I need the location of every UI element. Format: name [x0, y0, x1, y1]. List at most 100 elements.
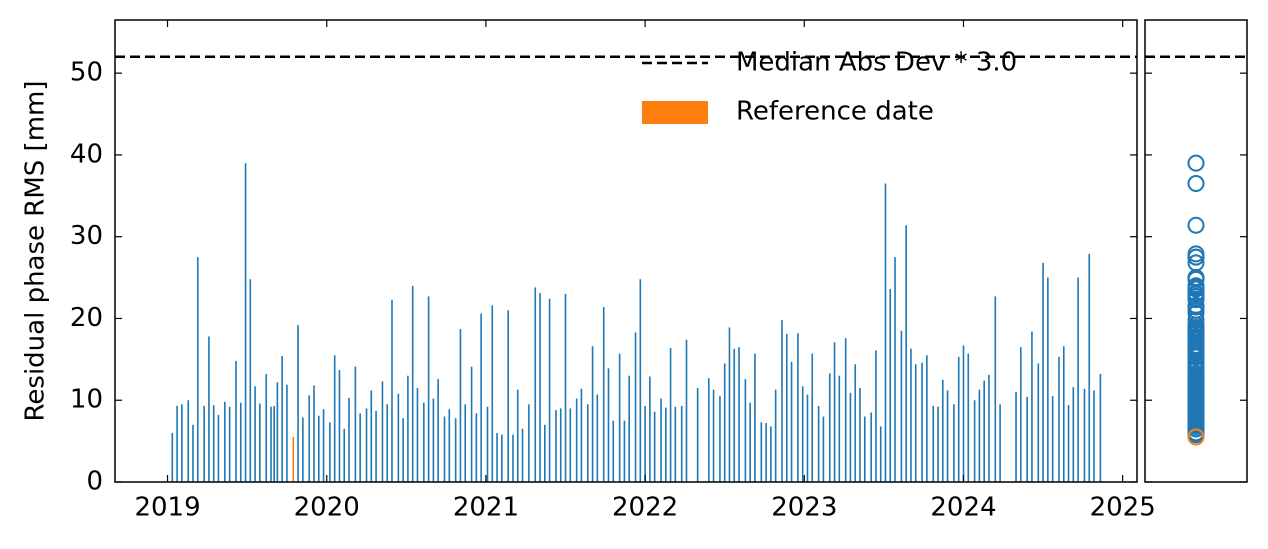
bar [649, 376, 651, 482]
bar [297, 325, 299, 482]
bar [660, 398, 662, 482]
bar [1072, 387, 1075, 482]
rms-point [1187, 269, 1205, 287]
bar [653, 411, 656, 482]
bar [569, 408, 572, 482]
bar [348, 397, 350, 482]
bar [719, 396, 721, 482]
rms-point [1187, 311, 1205, 329]
bar [962, 345, 965, 482]
bar [957, 356, 960, 482]
legend-label: Median Abs Dev * 3.0 [736, 48, 1017, 78]
bar [712, 389, 715, 482]
bar [480, 313, 482, 482]
bar [634, 332, 637, 482]
bar [844, 338, 847, 482]
rms-point [1187, 298, 1205, 316]
bar [806, 394, 809, 482]
bar [1077, 277, 1079, 482]
bar [448, 409, 451, 482]
bar [329, 422, 331, 482]
bar [1051, 396, 1054, 482]
bar [171, 432, 174, 482]
x-tick-label: 2021 [453, 493, 519, 523]
bar [265, 374, 268, 482]
bar [1058, 356, 1060, 482]
x-tick-label: 2024 [930, 493, 996, 523]
x-tick-label: 2025 [1090, 493, 1156, 523]
x-tick-label: 2023 [771, 493, 837, 523]
x-tick-label: 2019 [134, 493, 200, 523]
y-tick-label: 50 [70, 58, 103, 88]
x-tick-label: 2020 [294, 493, 360, 523]
bar [464, 404, 467, 482]
bar [774, 389, 777, 482]
bar [548, 298, 551, 482]
bar [937, 406, 939, 482]
bar [308, 395, 311, 482]
bar [459, 329, 462, 482]
bar [539, 293, 541, 482]
bar [591, 346, 594, 482]
rms-point [1187, 354, 1205, 372]
bar [728, 327, 731, 482]
reference-bar [292, 437, 295, 482]
bar [602, 307, 605, 482]
bar [664, 407, 667, 482]
bar [528, 404, 530, 482]
bar [932, 405, 935, 482]
bar [884, 183, 887, 482]
bar [797, 333, 799, 482]
bar [273, 405, 275, 482]
y-tick-label: 40 [70, 139, 103, 169]
bar [176, 405, 178, 482]
bar [946, 390, 949, 482]
bar [914, 364, 917, 482]
bar [203, 405, 205, 482]
bar [941, 379, 944, 482]
bar [1062, 346, 1065, 482]
bar [249, 279, 252, 482]
bar [674, 406, 677, 482]
bar [317, 415, 320, 482]
bar [365, 408, 368, 482]
bar [359, 413, 361, 482]
axes-frame [1144, 19, 1248, 483]
bar [863, 416, 866, 482]
bar [875, 350, 877, 482]
bar [555, 410, 557, 482]
bar [760, 422, 763, 482]
bar [516, 389, 519, 482]
bar [765, 423, 767, 482]
bar [1093, 390, 1095, 482]
bar [491, 305, 494, 482]
bar [281, 356, 283, 482]
bar [1026, 396, 1028, 482]
bar [427, 296, 430, 482]
bar [544, 424, 546, 482]
bar [639, 279, 642, 482]
bar [286, 384, 288, 482]
bar [910, 348, 912, 482]
y-axis-label: Residual phase RMS [mm] [21, 81, 51, 422]
bar [391, 299, 393, 482]
bar [235, 360, 237, 482]
bar [411, 285, 414, 482]
reference-point [1187, 428, 1205, 446]
bar [486, 406, 489, 482]
rms-point [1187, 387, 1205, 405]
bar [423, 402, 425, 482]
bar [586, 404, 589, 482]
bar [749, 402, 751, 482]
bar [988, 374, 990, 482]
bar [454, 418, 457, 482]
bar [507, 310, 509, 482]
bar [978, 389, 981, 482]
bar [196, 257, 199, 482]
rms-point [1187, 280, 1205, 298]
bar [669, 347, 672, 482]
bar [276, 382, 279, 482]
bar [833, 342, 836, 482]
bar [212, 405, 215, 482]
bar [859, 387, 861, 482]
